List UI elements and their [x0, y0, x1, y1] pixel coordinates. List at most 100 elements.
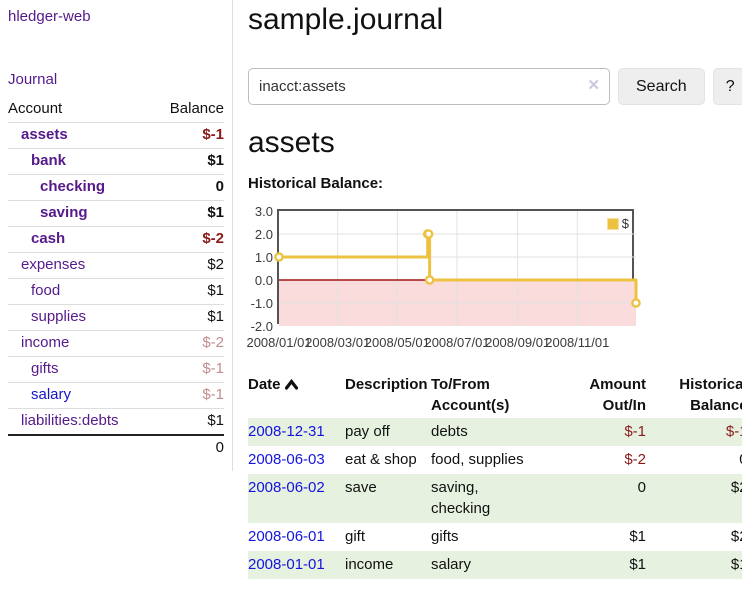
- account-link-assets[interactable]: assets: [21, 126, 68, 143]
- y-axis-tick-label: -1.0: [250, 296, 273, 311]
- account-link-liabilities-debts[interactable]: liabilities:debts: [21, 412, 119, 429]
- legend-swatch-icon: [606, 217, 619, 230]
- account-balance: $-1: [152, 382, 224, 409]
- transaction-balance: $-1: [725, 423, 742, 440]
- search-input[interactable]: [248, 68, 610, 105]
- account-balance: $1: [152, 200, 224, 227]
- account-row-gifts: gifts $-1: [8, 356, 224, 383]
- column-header-description[interactable]: Description: [345, 376, 428, 393]
- accounts-total-value: 0: [152, 434, 224, 461]
- transaction-amount: $-1: [624, 423, 646, 440]
- y-axis-tick-label: -2.0: [250, 319, 273, 334]
- account-link-income[interactable]: income: [21, 334, 70, 351]
- y-axis-tick-label: 2.0: [254, 227, 273, 242]
- account-row-supplies: supplies $1: [8, 304, 224, 331]
- account-link-cash[interactable]: cash: [31, 230, 66, 247]
- transaction-date-link[interactable]: 2008-01-01: [248, 556, 325, 573]
- x-axis-tick-label: 2008/07/01: [424, 335, 490, 350]
- page-title: sample.journal: [248, 3, 444, 36]
- transaction-account: food, supplies: [431, 451, 524, 468]
- account-balance: $-1: [152, 122, 224, 149]
- account-row-saving: saving $1: [8, 200, 224, 227]
- x-axis-tick-label: 2008/05/01: [364, 335, 430, 350]
- account-link-salary[interactable]: salary: [31, 386, 72, 403]
- sort-ascending-icon: [284, 379, 298, 390]
- accounts-header-balance: Balance: [169, 100, 224, 117]
- y-axis-tick-label: 1.0: [254, 250, 273, 265]
- column-header-amount[interactable]: Amount Out/In: [589, 376, 646, 414]
- account-balance: $-2: [152, 330, 224, 357]
- x-axis-tick-label: 2008/11/01: [545, 335, 610, 350]
- account-row-salary: salary $-1: [8, 382, 224, 409]
- transaction-row[interactable]: 2008-06-03 eat & shop food, supplies $-2…: [248, 446, 742, 474]
- transaction-amount: $1: [629, 556, 646, 573]
- accounts-table: Account Balance assets $-1 bank $1 check…: [8, 92, 224, 461]
- sidebar-item-journal[interactable]: Journal: [8, 71, 58, 88]
- transaction-balance: $1: [730, 556, 742, 573]
- account-row-expenses: expenses $2: [8, 252, 224, 279]
- legend-label: $: [621, 216, 629, 231]
- search-button[interactable]: Search: [618, 68, 705, 105]
- account-link-gifts[interactable]: gifts: [31, 360, 59, 377]
- app-title-link[interactable]: hledger-web: [8, 8, 91, 25]
- account-link-food[interactable]: food: [31, 282, 61, 299]
- account-link-expenses[interactable]: expenses: [21, 256, 86, 273]
- search-form: ✕ Search ?: [248, 68, 742, 105]
- transaction-date-link[interactable]: 2008-12-31: [248, 423, 325, 440]
- chart-plot-area: $ 3.0 2.0 1.0 0.0 -1.0 -2.0 2008/01/01 2008/03/…: [246, 205, 641, 350]
- x-axis-tick-label: 2008/01/01: [246, 335, 312, 350]
- accounts-total-row: 0: [8, 434, 224, 461]
- search-input-wrap: ✕: [248, 68, 610, 105]
- column-header-balance[interactable]: Historical Balance: [679, 376, 742, 414]
- account-link-saving[interactable]: saving: [40, 204, 88, 221]
- account-row-cash: cash $-2: [8, 226, 224, 253]
- account-balance: $-1: [152, 356, 224, 383]
- transaction-description: income: [345, 556, 394, 573]
- column-header-account[interactable]: To/From Account(s): [431, 376, 510, 414]
- chart-label: Historical Balance:: [248, 175, 384, 192]
- account-row-checking: checking 0: [8, 174, 224, 201]
- chart-legend: $: [606, 216, 629, 231]
- account-link-bank[interactable]: bank: [31, 152, 67, 169]
- transaction-description: save: [345, 479, 377, 496]
- y-axis-tick-label: 0.0: [254, 273, 273, 288]
- account-balance: $1: [152, 278, 224, 305]
- transaction-account: saving, checking: [431, 479, 491, 517]
- account-row-liabilities-debts: liabilities:debts $1: [8, 408, 224, 435]
- transaction-amount: $1: [629, 528, 646, 545]
- transaction-row[interactable]: 2008-06-02 save saving, checking 0 $2: [248, 474, 742, 523]
- transaction-row[interactable]: 2008-06-01 gift gifts $1 $2: [248, 523, 742, 551]
- transaction-date-link[interactable]: 2008-06-03: [248, 451, 325, 468]
- y-axis-tick-label: 3.0: [254, 204, 273, 219]
- help-button[interactable]: ?: [712, 68, 742, 105]
- account-balance: $-2: [152, 226, 224, 253]
- transaction-description: pay off: [345, 423, 390, 440]
- transaction-date-link[interactable]: 2008-06-02: [248, 479, 325, 496]
- transaction-description: gift: [345, 528, 366, 545]
- transaction-amount: $-2: [624, 451, 646, 468]
- account-balance: 0: [152, 174, 224, 201]
- account-heading: assets: [248, 126, 335, 159]
- transactions-table: Date Description To/From Account(s) Amou…: [248, 371, 742, 579]
- transaction-description: eat & shop: [345, 451, 417, 468]
- sidebar: hledger-web Journal Account Balance asse…: [0, 0, 233, 471]
- account-row-income: income $-2: [8, 330, 224, 357]
- clear-search-icon[interactable]: ✕: [587, 77, 600, 94]
- account-balance: $1: [152, 304, 224, 331]
- account-balance: $2: [152, 252, 224, 279]
- account-link-supplies[interactable]: supplies: [31, 308, 87, 325]
- transaction-row[interactable]: 2008-12-31 pay off debts $-1 $-1: [248, 418, 742, 446]
- transactions-header-row: Date Description To/From Account(s) Amou…: [248, 371, 742, 418]
- transaction-date-link[interactable]: 2008-06-01: [248, 528, 325, 545]
- transaction-amount: 0: [637, 479, 646, 496]
- transaction-account: gifts: [431, 528, 459, 545]
- account-row-food: food $1: [8, 278, 224, 305]
- column-header-date[interactable]: Date: [248, 371, 345, 418]
- balance-chart: $ 3.0 2.0 1.0 0.0 -1.0 -2.0 2008/01/01 2008/03/…: [246, 205, 742, 350]
- transaction-row[interactable]: 2008-01-01 income salary $1 $1: [248, 551, 742, 579]
- transaction-account: salary: [431, 556, 472, 573]
- account-link-checking[interactable]: checking: [40, 178, 106, 195]
- transaction-account: debts: [431, 423, 468, 440]
- account-balance: $1: [152, 148, 224, 175]
